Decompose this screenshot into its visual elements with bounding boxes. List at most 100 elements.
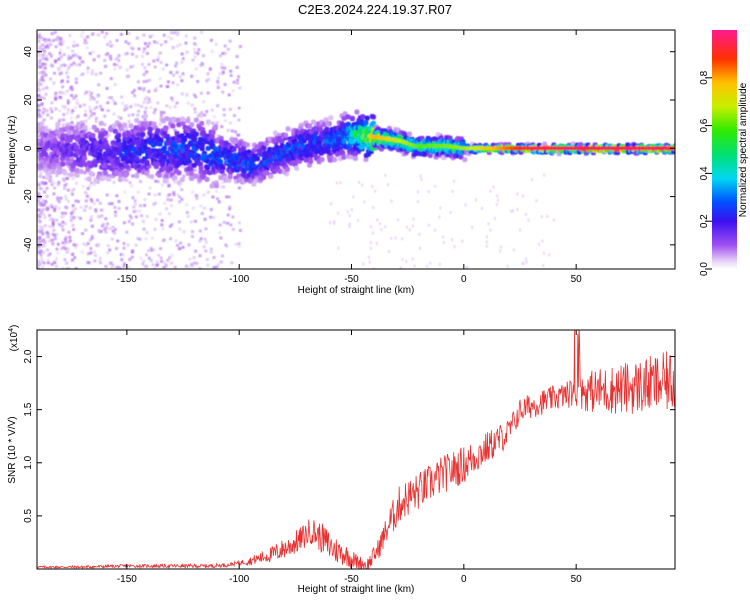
noise-cell bbox=[59, 196, 63, 200]
noise-cell bbox=[60, 247, 64, 251]
noise-cell bbox=[120, 101, 124, 105]
noise-cell bbox=[85, 194, 89, 198]
noise-cell bbox=[98, 259, 102, 263]
noise-cell bbox=[234, 242, 238, 246]
ridge-core-cell bbox=[444, 144, 449, 149]
noise-cell bbox=[172, 31, 176, 35]
noise-cell bbox=[118, 66, 122, 70]
noise-cell bbox=[90, 72, 94, 76]
heat-cell bbox=[166, 140, 172, 146]
noise-cell bbox=[171, 81, 175, 85]
heat-cell bbox=[375, 126, 381, 132]
noise-cell bbox=[153, 65, 157, 69]
noise-cell bbox=[190, 235, 194, 239]
ridge-core-cell bbox=[664, 146, 669, 151]
noise-cell bbox=[123, 130, 127, 134]
ridge-core-cell bbox=[455, 145, 460, 150]
noise-cell bbox=[57, 206, 61, 210]
noise-cell bbox=[68, 239, 72, 243]
noise-cell bbox=[97, 54, 101, 58]
noise-cell bbox=[146, 101, 150, 105]
noise-cell bbox=[115, 63, 119, 67]
noise-cell bbox=[215, 265, 219, 269]
noise-cell bbox=[49, 116, 53, 120]
noise-cell bbox=[160, 259, 164, 263]
heat-cell bbox=[128, 123, 134, 129]
noise-cell bbox=[42, 71, 46, 75]
noise-cell bbox=[43, 216, 47, 220]
heat-cell bbox=[185, 118, 191, 124]
heat-cell bbox=[134, 156, 140, 162]
noise-cell bbox=[165, 207, 169, 211]
noise-cell bbox=[133, 199, 137, 203]
noise-cell bbox=[380, 228, 383, 232]
noise-cell bbox=[179, 164, 183, 168]
ridge-core-cell bbox=[542, 146, 547, 151]
noise-cell bbox=[77, 143, 81, 147]
colorbar: 0.0 0.2 0.4 0.6 0.8 Normalized spectral ampl… bbox=[699, 30, 749, 276]
heat-cell bbox=[244, 142, 250, 148]
heat-cell bbox=[106, 176, 112, 182]
noise-cell bbox=[485, 244, 488, 248]
noise-cell bbox=[134, 243, 138, 247]
noise-cell bbox=[157, 192, 161, 196]
heat-cell bbox=[213, 183, 219, 189]
noise-cell bbox=[71, 204, 75, 208]
noise-cell bbox=[127, 42, 131, 46]
ridge-core-cell bbox=[532, 146, 537, 151]
noise-cell bbox=[417, 200, 420, 204]
noise-cell bbox=[419, 174, 422, 178]
noise-cell bbox=[188, 265, 192, 269]
heat-cell bbox=[62, 170, 68, 176]
heat-cell bbox=[110, 140, 116, 146]
noise-cell bbox=[85, 46, 89, 50]
noise-cell bbox=[63, 63, 67, 67]
noise-cell bbox=[84, 177, 88, 181]
noise-cell bbox=[58, 223, 62, 227]
noise-cell bbox=[69, 116, 73, 120]
noise-cell bbox=[48, 239, 52, 243]
noise-cell bbox=[396, 218, 399, 222]
noise-cell bbox=[60, 91, 64, 95]
noise-cell bbox=[105, 135, 109, 139]
noise-cell bbox=[405, 225, 408, 229]
noise-cell bbox=[43, 240, 47, 244]
noise-cell bbox=[90, 95, 94, 99]
noise-cell bbox=[194, 95, 198, 99]
noise-cell bbox=[142, 259, 146, 263]
noise-cell bbox=[152, 40, 156, 44]
noise-cell bbox=[39, 48, 43, 52]
noise-cell bbox=[145, 79, 149, 83]
heat-cell bbox=[294, 165, 300, 171]
noise-cell bbox=[73, 53, 77, 57]
noise-cell bbox=[104, 230, 108, 234]
noise-cell bbox=[108, 248, 112, 252]
heat-cell bbox=[341, 138, 347, 144]
noise-cell bbox=[48, 225, 52, 229]
spectrogram-heatmap bbox=[37, 30, 675, 269]
noise-cell bbox=[105, 86, 109, 90]
noise-cell bbox=[79, 73, 83, 77]
noise-cell bbox=[352, 195, 355, 199]
noise-cell bbox=[154, 88, 158, 92]
noise-cell bbox=[466, 265, 469, 269]
noise-cell bbox=[449, 211, 452, 215]
heat-cell bbox=[149, 174, 155, 180]
noise-cell bbox=[371, 185, 374, 189]
noise-cell bbox=[37, 83, 41, 87]
noise-cell bbox=[146, 44, 150, 48]
noise-cell bbox=[204, 249, 208, 253]
noise-cell bbox=[175, 44, 179, 48]
noise-cell bbox=[44, 38, 48, 42]
noise-cell bbox=[401, 237, 404, 241]
ridge-core-cell bbox=[478, 146, 483, 151]
noise-cell bbox=[106, 52, 110, 56]
ridge-core-cell bbox=[414, 143, 419, 148]
noise-cell bbox=[128, 214, 132, 218]
noise-cell bbox=[186, 116, 190, 120]
noise-cell bbox=[99, 261, 103, 265]
noise-cell bbox=[188, 257, 192, 261]
noise-cell bbox=[412, 217, 415, 221]
noise-cell bbox=[66, 80, 70, 84]
noise-cell bbox=[519, 228, 522, 232]
